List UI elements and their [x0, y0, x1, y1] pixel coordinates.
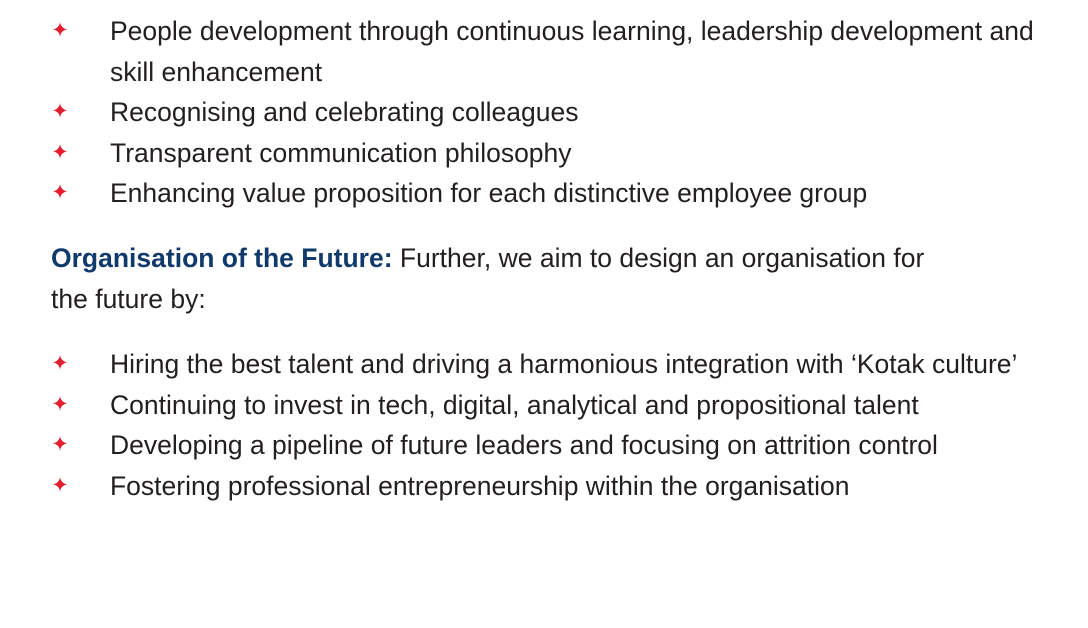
list-item-text: Fostering professional entrepreneurship …	[110, 470, 850, 501]
list-item-text: Hiring the best talent and driving a har…	[110, 349, 1018, 379]
list-item: ✦ Continuing to invest in tech, digital,…	[0, 385, 1088, 426]
four-point-star-icon: ✦	[51, 352, 69, 375]
four-point-star-icon: ✦	[51, 100, 69, 123]
list-item: ✦ Fostering professional entrepreneurshi…	[0, 466, 1088, 507]
list-item-text: Continuing to invest in tech, digital, a…	[110, 389, 919, 420]
list-item: ✦ Developing a pipeline of future leader…	[0, 425, 1088, 466]
four-point-star-icon: ✦	[51, 140, 69, 164]
list-item-text: Enhancing value proposition for each dis…	[110, 178, 868, 208]
future-organisation-list: ✦ Hiring the best talent and driving a h…	[0, 344, 1088, 506]
list-item-text: Recognising and celebrating colleagues	[110, 97, 579, 127]
four-point-star-icon: ✦	[51, 19, 69, 42]
paragraph-lead-heading: Organisation of the Future:	[51, 243, 393, 273]
people-development-list: ✦ People development through continuous …	[0, 11, 1088, 214]
list-item-text: Developing a pipeline of future leaders …	[110, 430, 938, 460]
four-point-star-icon: ✦	[51, 392, 69, 416]
list-item: ✦ Recognising and celebrating colleagues	[0, 92, 1088, 133]
paragraph-body-text: Further, we aim to design an organisatio…	[51, 243, 925, 314]
list-item-text: Transparent communication philosophy	[110, 137, 572, 168]
four-point-star-icon: ✦	[51, 181, 69, 204]
list-item-text: People development through continuous le…	[110, 16, 1034, 87]
organisation-of-future-paragraph: Organisation of the Future: Further, we …	[51, 238, 951, 319]
list-item: ✦ Enhancing value proposition for each d…	[0, 173, 1088, 214]
four-point-star-icon: ✦	[51, 433, 69, 456]
list-item: ✦ People development through continuous …	[0, 11, 1088, 92]
list-item: ✦ Hiring the best talent and driving a h…	[0, 344, 1088, 385]
four-point-star-icon: ✦	[51, 473, 69, 497]
list-item: ✦ Transparent communication philosophy	[0, 133, 1088, 174]
